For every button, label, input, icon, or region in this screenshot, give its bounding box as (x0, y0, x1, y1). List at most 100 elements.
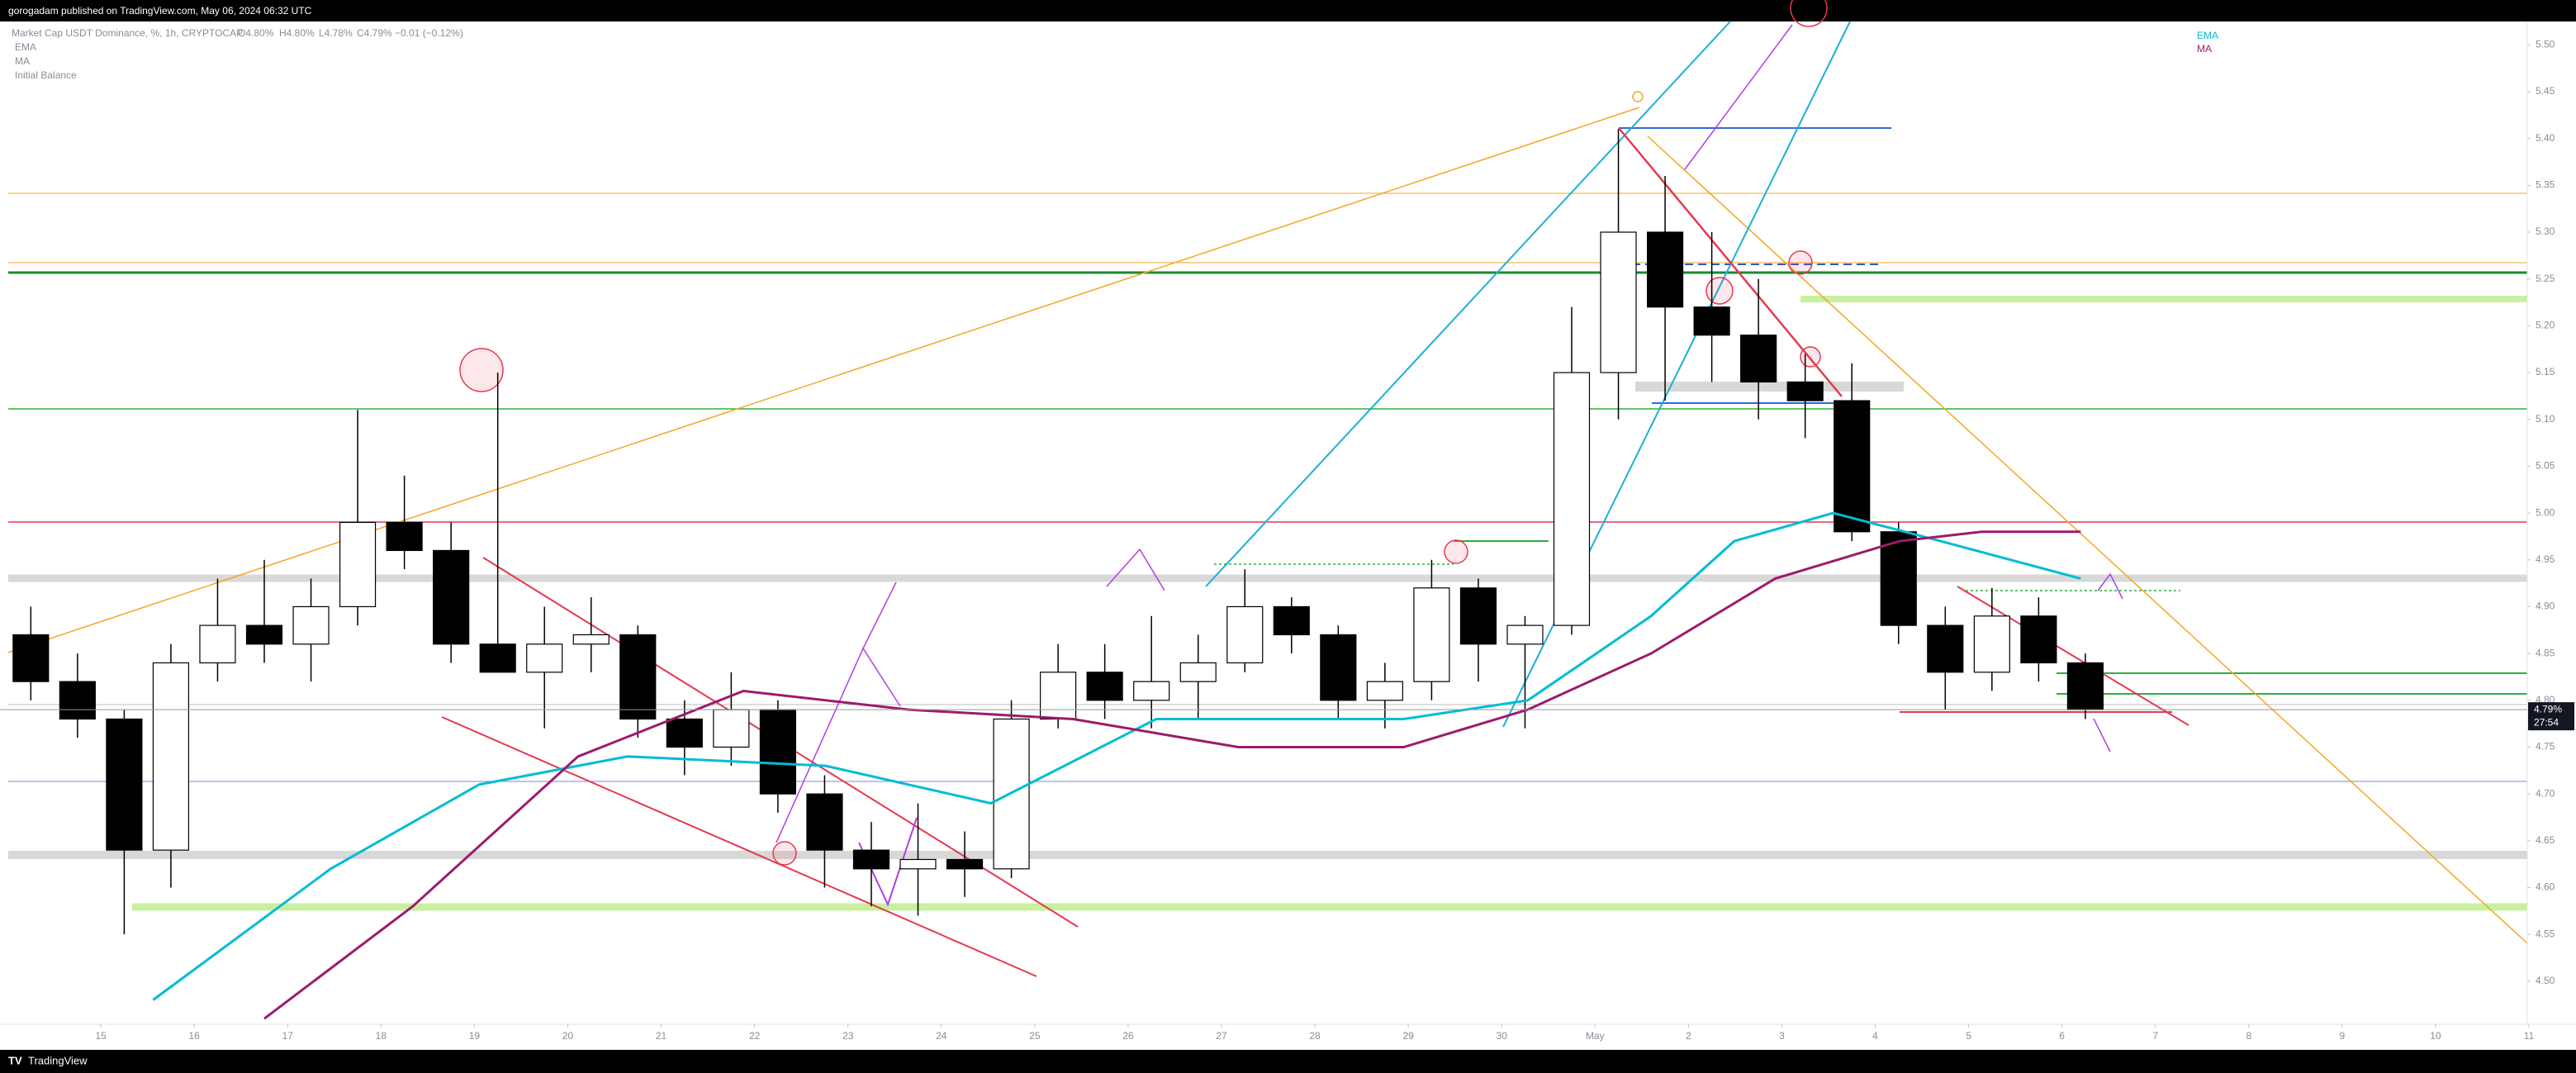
candle-body (619, 634, 657, 720)
candle-body (106, 718, 143, 851)
candle-body (526, 643, 563, 673)
x-tick-label: 7 (2152, 1030, 2158, 1042)
x-tick-label: 18 (376, 1030, 387, 1042)
publisher: gorogadam published on TradingView.com, … (8, 5, 312, 17)
candle-body (713, 709, 750, 748)
candle-body (572, 634, 610, 645)
candle-body (899, 858, 937, 870)
candle-body (2020, 615, 2057, 664)
y-tick-label: 4.85 (2536, 647, 2555, 658)
candle-body (1086, 672, 1123, 701)
candle-body (852, 849, 890, 870)
y-tick-label: 5.15 (2536, 366, 2555, 377)
x-tick-label: 21 (656, 1030, 667, 1042)
candle-body (2066, 662, 2104, 710)
top-bar (0, 0, 2576, 21)
candle-body (946, 858, 984, 870)
x-tick-label: 6 (2059, 1030, 2065, 1042)
logo-mark: TV (8, 1054, 22, 1066)
indicator: EMA (15, 41, 36, 53)
y-tick-label: 5.40 (2536, 132, 2555, 144)
x-tick-label: May (1586, 1030, 1605, 1042)
indicator: MA (15, 55, 30, 67)
candle-body (1973, 615, 2010, 673)
symbol: Market Cap USDT Dominance, %, 1h, CRYPTO… (12, 27, 243, 39)
y-tick-label: 4.75 (2536, 741, 2555, 753)
candles (12, 129, 2104, 935)
legend-entry: EMA (2197, 30, 2218, 41)
candle-body (59, 681, 96, 720)
y-tick-label: 4.70 (2536, 787, 2555, 799)
y-tick-label: 4.65 (2536, 834, 2555, 846)
candle-body (339, 521, 377, 608)
candle-body (806, 793, 843, 851)
indicator: Initial Balance (15, 69, 77, 81)
ohlc-open: O4.80% (238, 27, 274, 39)
candle-body (1366, 681, 1403, 701)
candle-body (1179, 662, 1217, 682)
y-tick-label: 5.20 (2536, 320, 2555, 331)
candle-body (12, 634, 50, 682)
y-tick-label: 5.25 (2536, 273, 2555, 284)
candle-body (1834, 400, 1871, 533)
candle-body (152, 662, 190, 851)
x-tick-label: 2 (1686, 1030, 1691, 1042)
y-tick-label: 4.50 (2536, 975, 2555, 986)
last-price-label: 4.79% (2534, 703, 2562, 715)
x-tick-label: 22 (749, 1030, 761, 1042)
candle-body (245, 624, 283, 645)
x-tick-label: 15 (95, 1030, 107, 1042)
y-tick-label: 4.90 (2536, 601, 2555, 612)
x-tick-label: 27 (1216, 1030, 1227, 1042)
footer-logo: TV TradingView (8, 1054, 88, 1066)
candle-body (1040, 672, 1077, 720)
y-tick-label: 5.35 (2536, 179, 2555, 191)
x-tick-label: 16 (189, 1030, 201, 1042)
x-tick-label: 8 (2246, 1030, 2251, 1042)
candle-body (1646, 231, 1684, 308)
legend-entry: MA (2197, 43, 2212, 55)
candle-body (199, 624, 236, 664)
countdown: 27:54 (2534, 716, 2559, 728)
x-tick-label: 20 (562, 1030, 574, 1042)
candle-body (1459, 587, 1497, 645)
x-tick-label: 28 (1309, 1030, 1321, 1042)
y-tick-label: 4.60 (2536, 881, 2555, 893)
x-tick-label: 24 (936, 1030, 947, 1042)
candle-body (1273, 605, 1310, 636)
ohlc-low: L4.78% (319, 27, 353, 39)
candle-body (386, 521, 423, 552)
candle-body (1693, 306, 1730, 336)
y-tick-label: 5.45 (2536, 85, 2555, 97)
y-tick-label: 5.10 (2536, 413, 2555, 425)
candle-body (292, 605, 330, 645)
candle-body (1880, 531, 1917, 626)
y-tick-label: 5.30 (2536, 226, 2555, 237)
x-tick-label: 11 (2524, 1030, 2535, 1042)
indicator-labels: Market Cap USDT Dominance, %, 1h, CRYPTO… (12, 27, 463, 81)
last-price-box (2528, 702, 2574, 731)
x-tick-label: 9 (2340, 1030, 2346, 1042)
candle-body (1927, 624, 1964, 673)
x-tick-label: 4 (1872, 1030, 1878, 1042)
y-tick-label: 5.05 (2536, 460, 2555, 472)
y-tick-label: 5.50 (2536, 39, 2555, 50)
x-tick-label: 26 (1122, 1030, 1134, 1042)
y-tick-label: 4.95 (2536, 553, 2555, 565)
x-tick-label: 10 (2430, 1030, 2441, 1042)
drawings (7, 0, 2528, 977)
candle-body (1600, 231, 1637, 373)
x-tick-label: 25 (1029, 1030, 1041, 1042)
candle-body (1413, 587, 1450, 682)
indicator-line (152, 511, 2081, 1001)
candle-body (1786, 381, 1824, 401)
ohlc-close: C4.79% (357, 27, 392, 39)
y-tick-label: 5.00 (2536, 506, 2555, 518)
x-tick-label: 17 (282, 1030, 294, 1042)
x-tick-label: 30 (1497, 1030, 1508, 1042)
candle-body (1506, 624, 1544, 645)
candle-body (1740, 335, 1777, 383)
indicator-line (263, 530, 2081, 1020)
change: −0.01 (−0.12%) (395, 27, 463, 39)
